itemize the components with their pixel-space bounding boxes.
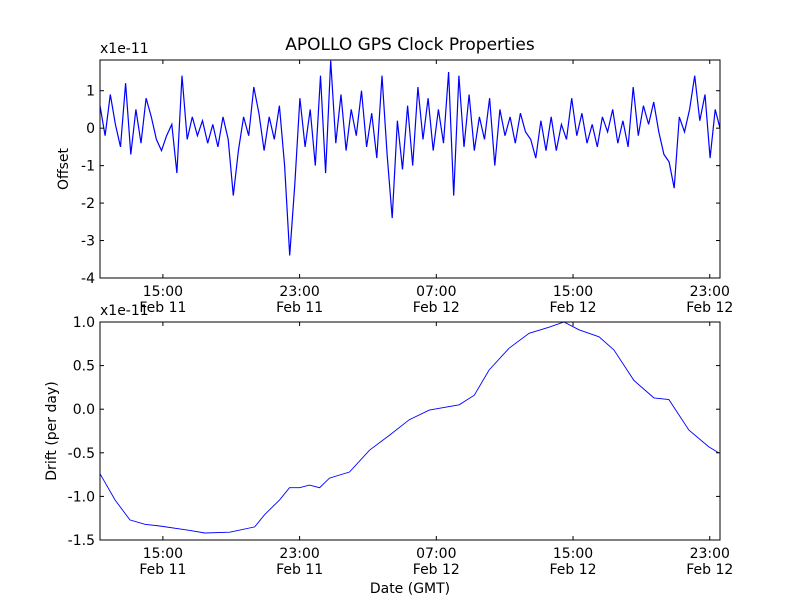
x-tick-label-time: 15:00 [143,546,183,562]
x-tick-label-time: 15:00 [553,546,593,562]
y-tick-label: 0.0 [73,402,95,418]
x-tick-label-date: Feb 12 [413,562,460,578]
chart-title: APOLLO GPS Clock Properties [285,35,535,55]
y-tick-label: -4 [81,271,95,287]
y-tick-label: -1 [81,159,95,175]
x-tick-label-date: Feb 12 [413,300,460,316]
y-tick-label: 1 [86,84,95,100]
x-tick-label-date: Feb 11 [276,300,323,316]
y-offset-label: x1e-11 [100,41,149,57]
x-tick-label-time: 23:00 [690,284,730,300]
x-tick-label-time: 15:00 [143,284,183,300]
x-tick-label-time: 23:00 [279,284,319,300]
axes-frame [99,321,721,541]
y-offset-label: x1e-11 [100,303,149,319]
data-series-line [99,60,721,256]
x-tick-label-date: Feb 12 [686,562,733,578]
y-axis-label: Drift (per day) [44,381,60,480]
y-axis-label: Offset [56,147,72,190]
axes-frame [99,59,721,279]
x-tick-label-time: 23:00 [690,546,730,562]
y-tick-label: -1.0 [68,489,95,505]
x-tick-label-date: Feb 11 [139,562,186,578]
y-tick-label: -2 [81,196,95,212]
x-tick-label-date: Feb 11 [276,562,323,578]
x-tick-label-time: 15:00 [553,284,593,300]
y-tick-label: 1.0 [73,315,95,331]
y-tick-label: -3 [81,234,95,250]
y-tick-label: -1.5 [68,533,95,549]
y-tick-label: 0 [86,121,95,137]
x-tick-label-date: Feb 12 [686,300,733,316]
x-tick-label-date: Feb 11 [139,300,186,316]
x-tick-label-date: Feb 12 [550,562,597,578]
x-tick-label-date: Feb 12 [550,300,597,316]
x-axis-label: Date (GMT) [370,581,450,597]
x-tick-label-time: 23:00 [279,546,319,562]
x-tick-label-time: 07:00 [416,546,456,562]
y-tick-label: -0.5 [68,446,95,462]
y-tick-label: 0.5 [73,359,95,375]
data-series-line [99,321,719,534]
x-tick-label-time: 07:00 [416,284,456,300]
